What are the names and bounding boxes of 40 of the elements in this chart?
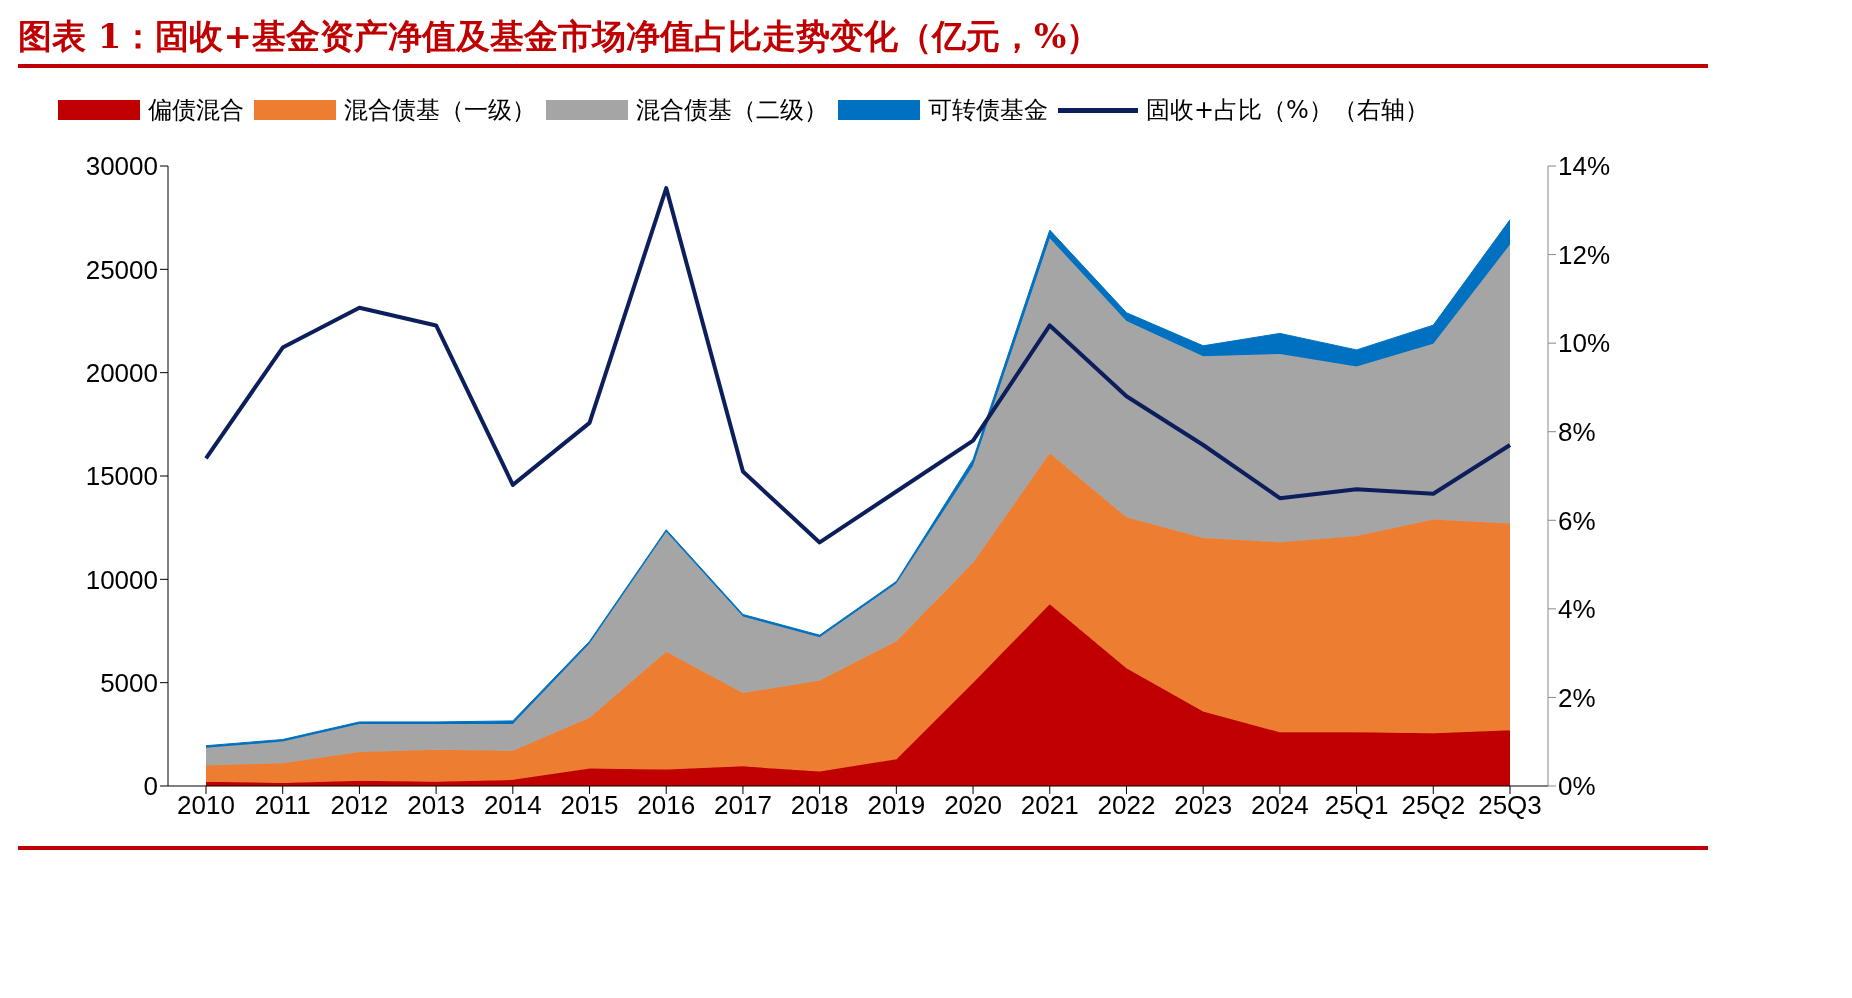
y-tick-label: 10000 — [85, 564, 158, 595]
legend-label: 固收+占比（%）（右轴） — [1146, 95, 1429, 126]
x-tick-label: 25Q3 — [1478, 790, 1542, 821]
x-tick-label: 25Q1 — [1324, 790, 1389, 821]
y2-tick-label: 10% — [1558, 328, 1611, 359]
y-tick-label: 25000 — [85, 254, 158, 285]
x-tick-label: 2014 — [483, 790, 542, 821]
y-tick-label: 15000 — [85, 461, 158, 492]
x-tick-label: 2017 — [714, 790, 772, 821]
y2-tick-label: 14% — [1558, 151, 1611, 182]
y2-tick-label: 6% — [1558, 505, 1596, 536]
legend-label: 混合债基（二级） — [636, 95, 828, 126]
y-tick-label: 0 — [143, 771, 158, 802]
x-tick-label: 2021 — [1020, 790, 1079, 821]
y2-tick-label: 2% — [1558, 682, 1596, 713]
x-tick-label: 25Q2 — [1401, 790, 1466, 821]
x-tick-label: 2010 — [177, 790, 235, 821]
y2-tick-label: 0% — [1558, 771, 1596, 802]
x-tick-label: 2011 — [254, 790, 311, 821]
x-tick-label: 2020 — [944, 790, 1002, 821]
chart-title: 图表 1：固收+基金资产净值及基金市场净值占比走势变化（亿元，%） — [18, 14, 1708, 68]
y2-tick-label: 8% — [1558, 416, 1596, 447]
x-tick-label: 2018 — [790, 790, 849, 821]
y2-tick-label: 12% — [1558, 239, 1611, 270]
x-tick-label: 2022 — [1097, 790, 1156, 821]
legend-label: 可转债基金 — [928, 95, 1048, 126]
x-tick-label: 2012 — [330, 790, 389, 821]
legend-label: 混合债基（一级） — [344, 95, 536, 126]
x-tick-label: 2019 — [867, 790, 926, 821]
x-tick-label: 2015 — [560, 790, 619, 821]
legend-label: 偏债混合 — [148, 95, 244, 126]
x-tick-label: 2023 — [1174, 790, 1233, 821]
y-tick-label: 30000 — [85, 151, 158, 182]
y2-tick-label: 4% — [1558, 594, 1596, 625]
y-tick-label: 20000 — [85, 357, 158, 388]
x-tick-label: 2013 — [407, 790, 466, 821]
x-tick-label: 2016 — [637, 790, 696, 821]
line-series — [204, 186, 1512, 545]
x-tick-label: 2024 — [1250, 790, 1309, 821]
y-tick-label: 5000 — [100, 667, 158, 698]
